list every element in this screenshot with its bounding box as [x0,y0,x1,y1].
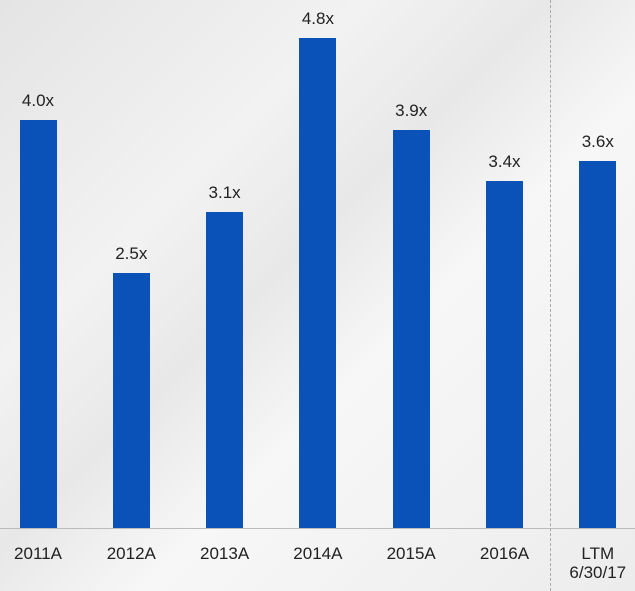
value-label: 3.6x [581,131,614,151]
x-tick-label: 2012A [106,544,156,563]
x-tick-label: 2016A [479,544,530,563]
bar [486,181,523,528]
x-tick-label: 2013A [200,544,250,563]
bar [299,38,337,528]
bar [206,211,244,528]
value-label: 3.1x [208,182,241,202]
bar [112,273,150,528]
value-label: 2.5x [115,244,148,263]
bar [579,160,617,528]
baseline [0,528,635,529]
value-label: 4.8x [301,9,334,29]
x-tick-label: 2011A [14,544,62,563]
x-tick-label: 2015A [386,544,436,563]
x-tick-label: LTM 6/30/17 [569,544,627,582]
bar [19,120,57,528]
x-tick-label: 2014A [293,544,343,563]
value-label: 3.9x [395,101,428,121]
divider [550,0,551,591]
value-label: 3.4x [488,152,521,172]
value-label: 4.0x [21,91,55,110]
bar [392,130,430,528]
